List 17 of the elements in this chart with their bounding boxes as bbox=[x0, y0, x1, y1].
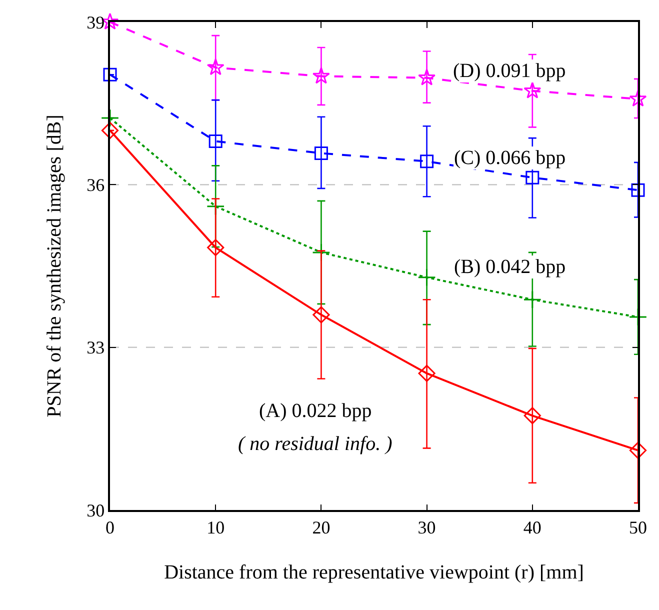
series-label: (B) 0.042 bpp bbox=[454, 256, 566, 278]
x-tick-label: 0 bbox=[106, 517, 114, 538]
y-tick-label: 39 bbox=[86, 12, 105, 32]
annotation: ( no residual info. ) bbox=[238, 433, 393, 455]
x-tick-label: 30 bbox=[418, 517, 436, 538]
x-tick-label: 40 bbox=[523, 517, 542, 538]
x-tick-label: 10 bbox=[206, 517, 225, 538]
x-tick-label: 20 bbox=[312, 517, 330, 538]
y-tick-label: 30 bbox=[86, 500, 105, 520]
x-axis-title: Distance from the representative viewpoint (r) [mm] bbox=[164, 561, 584, 584]
text: (A) 0.022 bpp bbox=[259, 400, 372, 422]
y-tick-label: 36 bbox=[86, 174, 105, 195]
y-axis-title: PSNR of the synthesized images [dB] bbox=[44, 114, 66, 418]
x-tick-label: 50 bbox=[629, 517, 647, 538]
y-tick-label: 33 bbox=[86, 338, 105, 358]
series-label: (D) 0.091 bpp bbox=[453, 60, 566, 82]
series-label: (C) 0.066 bpp bbox=[454, 147, 566, 169]
